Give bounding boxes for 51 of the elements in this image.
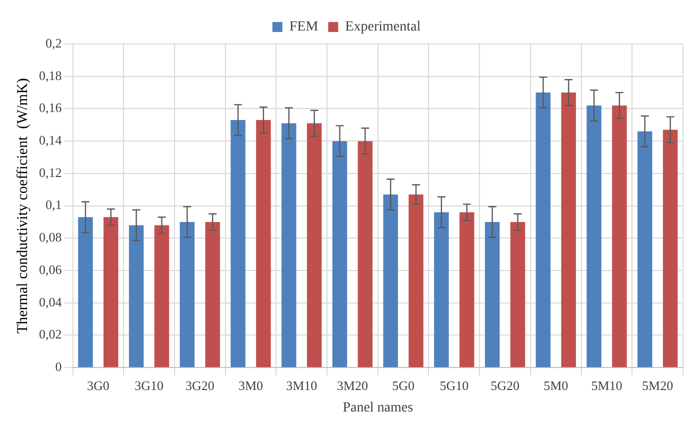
legend-label: FEM <box>289 20 319 35</box>
bar <box>104 217 118 368</box>
bar <box>459 212 474 368</box>
y-axis-title: Thermal conductivity coefficient (W/mK) <box>14 78 31 334</box>
bar <box>332 141 348 368</box>
x-tick-label: 5G0 <box>392 378 414 393</box>
bar <box>612 105 627 368</box>
bar <box>180 222 195 368</box>
legend-label: Experimental <box>345 20 421 35</box>
bar <box>205 222 220 368</box>
y-tick-label: 0,12 <box>39 164 62 180</box>
bar <box>434 212 449 368</box>
bar <box>536 92 551 368</box>
y-tick-label: 0 <box>55 359 62 374</box>
y-tick-label: 0,16 <box>39 100 62 116</box>
bar <box>484 222 500 368</box>
bar <box>154 225 170 368</box>
bar <box>586 105 602 368</box>
bar <box>383 194 398 368</box>
x-axis-title: Panel names <box>342 400 414 416</box>
x-tick-label: 5M10 <box>591 378 622 393</box>
y-tick-label: 0,14 <box>39 132 62 148</box>
bar <box>358 141 373 368</box>
y-tick-label: 0,1 <box>46 197 62 212</box>
bar <box>408 194 424 368</box>
x-tick-label: 5M20 <box>642 378 674 393</box>
bar <box>662 130 678 368</box>
x-tick-label: 3M20 <box>336 378 368 393</box>
bar <box>128 225 144 368</box>
bar <box>306 123 322 368</box>
x-tick-label: 3G0 <box>86 378 110 393</box>
y-tick-label: 0,06 <box>39 262 62 277</box>
x-tick-label: 3M0 <box>238 378 264 393</box>
bar <box>510 222 526 368</box>
x-tick-label: 3G10 <box>134 378 164 393</box>
x-tick-label: 5G10 <box>440 378 469 393</box>
y-tick-label: 0,2 <box>46 35 62 50</box>
y-tick-label: 0,02 <box>39 326 62 342</box>
x-tick-label: 3M10 <box>286 378 318 393</box>
x-tick-label: 3G20 <box>185 378 214 393</box>
y-tick-label: 0,08 <box>39 230 62 245</box>
bar <box>230 120 246 368</box>
y-tick-label: 0,18 <box>39 68 62 83</box>
bar <box>282 123 296 368</box>
bar <box>78 217 93 368</box>
bar <box>256 120 271 368</box>
bar <box>637 131 652 368</box>
x-tick-label: 5G20 <box>490 378 520 393</box>
y-tick-label: 0,04 <box>39 294 62 310</box>
x-tick-label: 5M0 <box>544 378 568 393</box>
bar <box>561 92 576 368</box>
